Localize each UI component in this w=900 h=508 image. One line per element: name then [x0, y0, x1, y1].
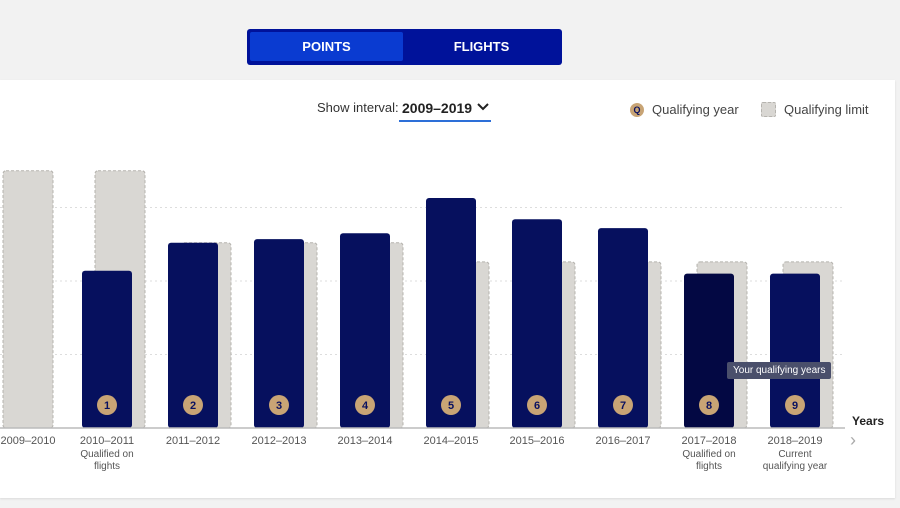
qualifying-bar — [512, 219, 562, 428]
year-badge — [441, 395, 461, 415]
year-badge — [699, 395, 719, 415]
year-badge — [97, 395, 117, 415]
x-tick-label: 2016–2017 — [595, 435, 650, 447]
year-badge-number: 1 — [104, 400, 110, 412]
x-tick-sublabel: flights — [94, 461, 120, 472]
legend-label: Qualifying limit — [784, 102, 869, 117]
year-badge-number: 6 — [534, 400, 540, 412]
x-tick-label: 2009–2010 — [0, 435, 55, 447]
tab-points[interactable]: POINTS — [250, 32, 403, 61]
limit-bar — [2, 170, 54, 429]
x-tick-label: 2013–2014 — [337, 435, 392, 447]
qualifying-bar — [254, 239, 304, 428]
year-badge-number: 4 — [362, 400, 369, 412]
legend-qualifying-limit: Qualifying limit — [761, 102, 869, 117]
qualifying-bar — [340, 233, 390, 428]
x-tick-sublabel: Qualified on — [682, 449, 735, 460]
qualifying-bar — [684, 273, 734, 428]
year-badge-number: 5 — [448, 400, 454, 412]
x-axis-label: Years — [852, 414, 885, 428]
x-tick-label: 2018–2019 — [767, 435, 822, 447]
qualifying-bar — [770, 273, 820, 428]
year-badge-number: 7 — [620, 400, 626, 412]
year-badge — [269, 395, 289, 415]
year-badge — [527, 395, 547, 415]
view-toggle: POINTS FLIGHTS — [247, 29, 562, 65]
x-tick-label: 2010–2011 — [80, 435, 134, 447]
qualifying-bar — [598, 228, 648, 428]
x-tick-label: 2014–2015 — [423, 435, 478, 447]
limit-swatch-icon — [761, 102, 776, 117]
x-tick-label: 2011–2012 — [166, 435, 220, 447]
x-tick-label: 2015–2016 — [509, 435, 564, 447]
year-badge-number: 3 — [276, 400, 282, 412]
year-badge — [355, 395, 375, 415]
qualifying-bar — [168, 242, 218, 428]
year-badge-number: 8 — [706, 400, 712, 412]
x-tick-sublabel: Qualified on — [80, 449, 133, 460]
interval-select[interactable]: 2009–2019 — [399, 96, 491, 122]
interval-value: 2009–2019 — [402, 100, 473, 116]
legend-qualifying-year: Q Qualifying year — [630, 102, 739, 117]
legend-label: Qualifying year — [652, 102, 739, 117]
year-badge-number: 2 — [190, 400, 196, 412]
year-badge — [613, 395, 633, 415]
x-tick-label: 2017–2018 — [681, 435, 736, 447]
x-tick-sublabel: qualifying year — [763, 461, 828, 472]
year-badge — [183, 395, 203, 415]
x-tick-label: 2012–2013 — [251, 435, 306, 447]
tooltip: Your qualifying years — [727, 362, 832, 379]
qualifying-bar — [82, 270, 132, 428]
x-tick-sublabel: Current — [778, 449, 812, 460]
interval-label: Show interval: — [317, 100, 399, 115]
q-badge-icon: Q — [630, 102, 644, 117]
tab-flights[interactable]: FLIGHTS — [453, 39, 510, 54]
chevron-right-icon[interactable]: › — [850, 430, 856, 450]
year-badge — [785, 395, 805, 415]
year-badge-number: 9 — [792, 400, 798, 412]
x-tick-sublabel: flights — [696, 461, 722, 472]
chevron-down-icon — [476, 99, 490, 116]
qualifying-bar — [426, 197, 476, 428]
